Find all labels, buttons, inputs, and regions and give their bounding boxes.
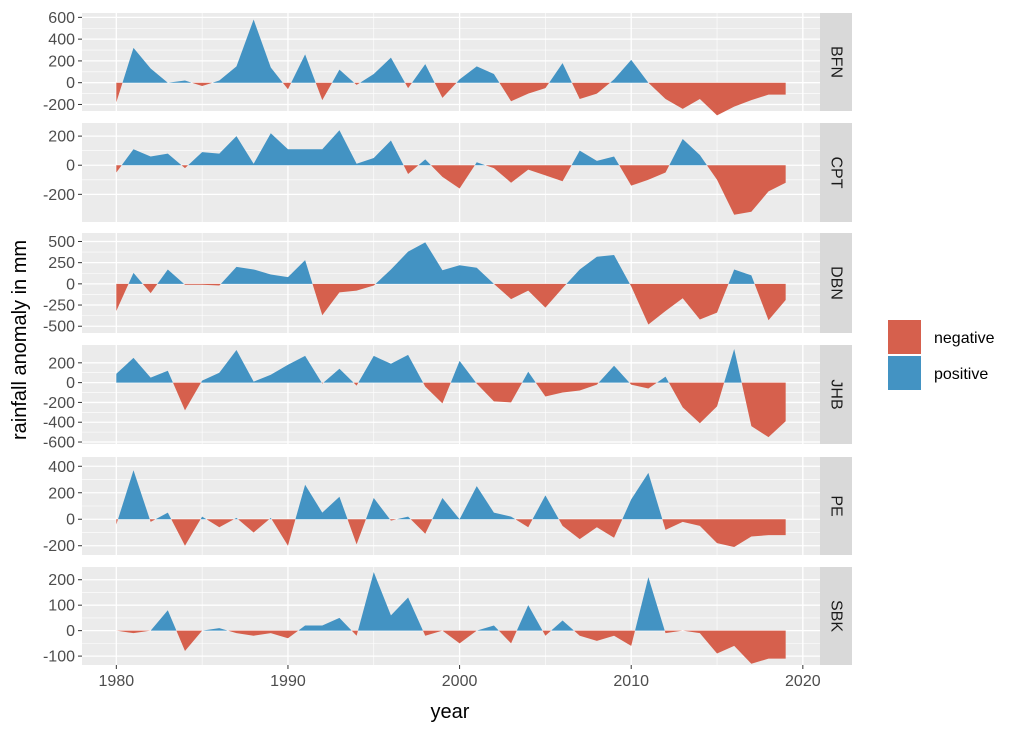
positive-area xyxy=(116,572,786,631)
negative-area xyxy=(116,630,786,664)
legend-swatch-negative xyxy=(888,320,921,354)
x-tick-label: 2000 xyxy=(442,673,478,690)
y-tick-label: 0 xyxy=(66,276,75,293)
y-tick-label: 0 xyxy=(66,375,75,392)
panel-background xyxy=(82,567,820,665)
facet-strip xyxy=(820,457,852,555)
facet-strip xyxy=(820,345,852,444)
y-tick-label: 0 xyxy=(66,623,75,640)
facet-strip-label: PE xyxy=(828,495,845,516)
facet-strip xyxy=(820,233,852,333)
facet-strip-label: BFN xyxy=(828,46,845,78)
positive-area xyxy=(116,130,786,166)
y-tick-label: 100 xyxy=(48,598,75,615)
panel-bfn: 600 400 200 0 -200 BFN xyxy=(43,10,852,116)
x-tick-label: 2010 xyxy=(613,673,649,690)
y-tick-label: 0 xyxy=(66,75,75,92)
panel-pe: 400 200 0 -200 PE xyxy=(43,457,852,555)
y-tick-label: -400 xyxy=(43,415,75,432)
y-tick-label: 200 xyxy=(48,572,75,589)
positive-area xyxy=(116,348,786,383)
facet-strip-label: JHB xyxy=(828,379,845,409)
y-tick-label: -200 xyxy=(43,97,75,114)
y-tick-label: 0 xyxy=(66,158,75,175)
y-tick-label: 400 xyxy=(48,32,75,49)
legend-swatch-positive xyxy=(888,356,921,390)
negative-area xyxy=(116,519,786,548)
y-tick-label: -200 xyxy=(43,395,75,412)
positive-area xyxy=(116,470,786,520)
facet-strip-label: DBN xyxy=(828,266,845,300)
positive-area xyxy=(116,242,786,284)
legend-label-positive: positive xyxy=(934,366,988,383)
y-tick-label: 400 xyxy=(48,459,75,476)
y-tick-label: -100 xyxy=(43,649,75,666)
panels-layer: 600 400 200 0 -200 BFN 200 0 -200 CPT 500 250 0 -250 -… xyxy=(43,10,852,666)
y-tick-label: 600 xyxy=(48,10,75,27)
y-tick-label: -500 xyxy=(43,319,75,336)
y-tick-label: 500 xyxy=(48,234,75,251)
panel-dbn: 500 250 0 -250 -500 DBN xyxy=(43,233,852,336)
y-axis-title: rainfall anomaly in mm xyxy=(9,240,31,440)
legend-label-negative: negative xyxy=(934,330,995,347)
y-tick-label: 0 xyxy=(66,512,75,529)
x-tick-label: 1980 xyxy=(99,673,135,690)
y-tick-label: 250 xyxy=(48,255,75,272)
x-tick-label: 2020 xyxy=(785,673,821,690)
y-tick-label: 200 xyxy=(48,355,75,372)
y-tick-label: 200 xyxy=(48,53,75,70)
y-tick-label: -200 xyxy=(43,187,75,204)
x-tick-label: 1990 xyxy=(270,673,306,690)
negative-area xyxy=(116,382,786,438)
negative-area xyxy=(116,165,786,215)
y-tick-label: 200 xyxy=(48,129,75,146)
positive-area xyxy=(116,19,786,83)
x-axis-title: year xyxy=(431,701,470,723)
x-axis: 1980 1990 2000 2010 2020 xyxy=(99,665,821,690)
facet-strip xyxy=(820,13,852,111)
y-tick-label: -250 xyxy=(43,298,75,315)
legend: negative positive xyxy=(888,320,995,390)
facet-strip-label: CPT xyxy=(828,157,845,189)
negative-area xyxy=(116,82,786,116)
y-tick-label: -600 xyxy=(43,435,75,452)
y-tick-label: -200 xyxy=(43,538,75,555)
facet-strip xyxy=(820,567,852,665)
negative-area xyxy=(116,283,786,325)
y-tick-label: 200 xyxy=(48,485,75,502)
facet-strip xyxy=(820,123,852,222)
facet-strip-label: SBK xyxy=(828,600,845,632)
panel-jhb: 200 0 -200 -400 -600 JHB xyxy=(43,345,852,452)
panel-sbk: 200 100 0 -100 SBK xyxy=(43,567,852,666)
panel-cpt: 200 0 -200 CPT xyxy=(43,123,852,222)
